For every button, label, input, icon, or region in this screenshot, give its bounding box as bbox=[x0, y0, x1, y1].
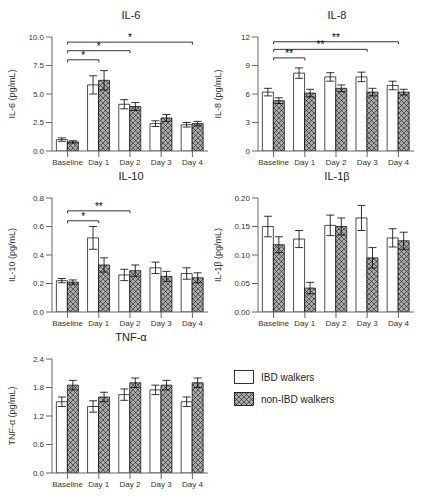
svg-text:0.15: 0.15 bbox=[234, 222, 250, 231]
svg-text:0.00: 0.00 bbox=[234, 308, 250, 317]
html-text:IL-8: IL-8 bbox=[327, 9, 347, 21]
svg-text:6: 6 bbox=[246, 90, 251, 99]
svg-text:IL-6 (pg/mL): IL-6 (pg/mL) bbox=[8, 69, 17, 118]
svg-text:Day 3: Day 3 bbox=[151, 480, 172, 489]
svg-text:Baseline: Baseline bbox=[258, 319, 289, 328]
svg-text:**: ** bbox=[95, 201, 103, 212]
svg-text:Baseline: Baseline bbox=[258, 158, 289, 167]
svg-text:Day 1: Day 1 bbox=[88, 319, 109, 328]
svg-text:Day 1: Day 1 bbox=[88, 480, 109, 489]
svg-text:0.6: 0.6 bbox=[33, 440, 45, 449]
svg-text:Day 4: Day 4 bbox=[388, 158, 409, 167]
html-text:IL-1β: IL-1β bbox=[324, 170, 350, 182]
svg-text:*: * bbox=[128, 32, 132, 43]
svg-text:Day 2: Day 2 bbox=[326, 319, 347, 328]
svg-text:0.20: 0.20 bbox=[234, 194, 250, 203]
svg-text:*: * bbox=[81, 50, 85, 61]
svg-text:Day 1: Day 1 bbox=[294, 319, 315, 328]
html-text:non-IBD walkers: non-IBD walkers bbox=[261, 393, 335, 405]
svg-text:**: ** bbox=[317, 39, 325, 50]
svg-text:1.2: 1.2 bbox=[33, 412, 45, 421]
html-text:IL-10: IL-10 bbox=[118, 170, 144, 182]
svg-text:Baseline: Baseline bbox=[52, 319, 83, 328]
svg-text:Day 3: Day 3 bbox=[151, 319, 172, 328]
svg-text:10.0: 10.0 bbox=[28, 33, 44, 42]
svg-text:Day 4: Day 4 bbox=[182, 319, 203, 328]
svg-text:Baseline: Baseline bbox=[52, 480, 83, 489]
svg-text:5.0: 5.0 bbox=[33, 90, 45, 99]
svg-text:0.8: 0.8 bbox=[33, 194, 45, 203]
svg-text:TNF-α (pg/mL): TNF-α (pg/mL) bbox=[8, 386, 17, 445]
svg-text:Day 4: Day 4 bbox=[388, 319, 409, 328]
svg-text:0.2: 0.2 bbox=[33, 279, 45, 288]
svg-text:Day 2: Day 2 bbox=[120, 158, 141, 167]
svg-text:0.05: 0.05 bbox=[234, 279, 250, 288]
html-text:IL-6: IL-6 bbox=[121, 9, 141, 21]
svg-text:1.8: 1.8 bbox=[33, 383, 45, 392]
svg-text:*: * bbox=[81, 211, 85, 222]
svg-text:2.4: 2.4 bbox=[33, 355, 45, 364]
svg-text:0.4: 0.4 bbox=[33, 251, 45, 260]
svg-text:Day 2: Day 2 bbox=[120, 319, 141, 328]
svg-text:**: ** bbox=[285, 48, 293, 59]
html-text:IBD walkers: IBD walkers bbox=[261, 371, 315, 383]
svg-text:12: 12 bbox=[241, 33, 250, 42]
svg-text:0.0: 0.0 bbox=[33, 469, 45, 478]
svg-text:Day 4: Day 4 bbox=[182, 480, 203, 489]
svg-text:IL-10 (pg/mL): IL-10 (pg/mL) bbox=[8, 228, 17, 282]
svg-text:9: 9 bbox=[246, 61, 251, 70]
svg-text:3: 3 bbox=[246, 118, 251, 127]
svg-text:Day 3: Day 3 bbox=[357, 319, 378, 328]
svg-text:0.6: 0.6 bbox=[33, 222, 45, 231]
svg-text:Day 4: Day 4 bbox=[182, 158, 203, 167]
svg-text:Day 3: Day 3 bbox=[151, 158, 172, 167]
svg-text:0: 0 bbox=[246, 147, 251, 156]
svg-text:IL-1β (pg/mL): IL-1β (pg/mL) bbox=[214, 228, 223, 282]
svg-text:IL-8 (pg/mL): IL-8 (pg/mL) bbox=[214, 69, 223, 118]
svg-text:0.10: 0.10 bbox=[234, 251, 250, 260]
svg-text:0.0: 0.0 bbox=[33, 147, 45, 156]
svg-text:Baseline: Baseline bbox=[52, 158, 83, 167]
svg-text:Day 2: Day 2 bbox=[120, 480, 141, 489]
html-text:TNF-α: TNF-α bbox=[115, 331, 147, 343]
svg-text:2.5: 2.5 bbox=[33, 118, 45, 127]
svg-text:**: ** bbox=[332, 32, 340, 43]
svg-text:*: * bbox=[97, 41, 101, 52]
svg-text:Day 2: Day 2 bbox=[326, 158, 347, 167]
svg-text:0.0: 0.0 bbox=[33, 308, 45, 317]
svg-text:Day 1: Day 1 bbox=[88, 158, 109, 167]
svg-text:Day 3: Day 3 bbox=[357, 158, 378, 167]
svg-text:7.5: 7.5 bbox=[33, 61, 45, 70]
svg-text:Day 1: Day 1 bbox=[294, 158, 315, 167]
